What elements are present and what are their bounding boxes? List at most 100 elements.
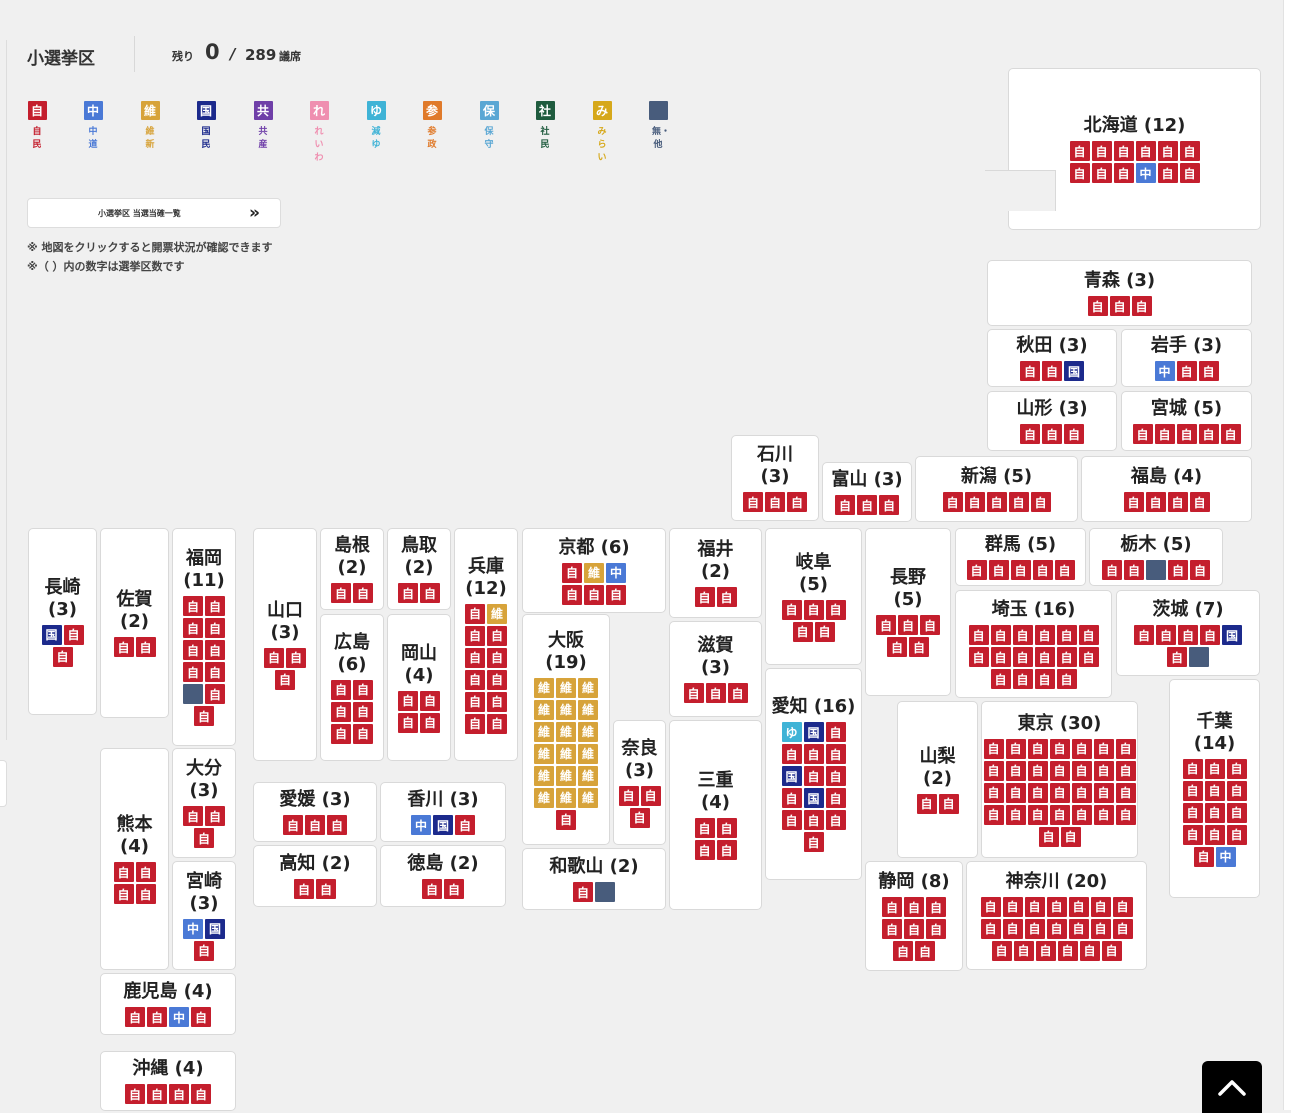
left-panel-tab[interactable] [0,760,7,807]
prefecture-miyagi[interactable]: 宮城 (5) 自自自自自 [1121,391,1252,451]
prefecture-hyogo[interactable]: 兵庫 (12) 自維自自自自自自自自自自 [454,528,518,761]
seat-badges: 自自自自 [1101,560,1211,580]
prefecture-ishikawa[interactable]: 石川 (3) 自自自 [731,435,819,521]
seat-badge-chudo: 中 [169,1007,189,1027]
prefecture-name: 沖縄 (4) [132,1058,204,1079]
seat-badge-jimin: 自 [1182,758,1203,779]
seat-badges: 自自 [293,879,337,899]
seat-badge-jimin: 自 [968,625,989,645]
scroll-top-button[interactable] [1202,1061,1262,1113]
prefecture-tokushima[interactable]: 徳島 (2) 自自 [380,845,506,907]
seat-badge-jimin: 自 [1093,760,1114,781]
prefecture-oita[interactable]: 大分 (3) 自自自 [172,748,236,858]
seat-badge-jimin: 自 [1193,846,1214,867]
prefecture-tochigi[interactable]: 栃木 (5) 自自自自 [1089,528,1223,586]
prefecture-name: 熊本 (4) [116,814,153,857]
prefecture-shiga[interactable]: 滋賀 (3) 自自自 [669,621,762,717]
prefecture-yamanashi[interactable]: 山梨 (2) 自自 [897,701,978,858]
seat-badge-jimin: 自 [983,804,1004,825]
seat-badge-jimin: 自 [465,625,485,646]
winners-list-button[interactable]: 小選挙区 当選当確一覧 » [27,198,281,228]
prefecture-aomori[interactable]: 青森 (3) 自自自 [987,260,1252,326]
prefecture-nagasaki[interactable]: 長崎 (3) 国自自 [28,528,97,715]
hokkaido-outline-notch [985,170,1056,211]
prefecture-kagawa[interactable]: 香川 (3) 中国自 [380,782,506,842]
prefecture-name: 愛知 (16) [771,696,856,717]
prefecture-kyoto[interactable]: 京都 (6) 自維中自自自 [522,528,666,613]
prefecture-kumamoto[interactable]: 熊本 (4) 自自自自 [100,748,169,970]
prefecture-fukushima[interactable]: 福島 (4) 自自自自 [1081,456,1252,522]
prefecture-miyazaki[interactable]: 宮崎 (3) 中国自 [172,861,236,970]
prefecture-toyama[interactable]: 富山 (3) 自自自 [822,462,912,522]
seat-badge-jimin: 自 [803,832,824,852]
seat-badge-jimin: 自 [125,1084,145,1104]
seat-badge-kokumin: 国 [803,788,824,808]
prefecture-nagano[interactable]: 長野 (5) 自自自自自 [865,528,951,696]
prefecture-saga[interactable]: 佐賀 (2) 自自 [100,528,169,718]
seat-badge-kokumin: 国 [1064,361,1084,381]
legend-label-kokumin: 国民 [201,127,211,150]
prefecture-gifu[interactable]: 岐阜 (5) 自自自自自 [765,528,862,665]
seat-badge-jimin: 自 [781,788,802,808]
prefecture-name: 徳島 (2) [407,853,479,874]
seat-badge-jimin: 自 [1176,361,1197,381]
seat-badge-jimin: 自 [1091,141,1112,161]
seat-badge-jimin: 自 [916,793,937,814]
prefecture-niigata[interactable]: 新潟 (5) 自自自自自 [915,456,1078,522]
prefecture-tottori[interactable]: 鳥取 (2) 自自 [387,528,451,610]
seat-badge-jimin: 自 [825,766,846,786]
prefecture-shimane[interactable]: 島根 (2) 自自 [320,528,384,610]
seat-badge-jimin: 自 [898,615,918,635]
seat-badges: 自維中自自自 [561,562,627,605]
seat-badge-jimin: 自 [705,683,726,703]
prefecture-saitama[interactable]: 埼玉 (16) 自自自自自自自自自自自自自自自自 [955,590,1112,698]
prefecture-name: 新潟 (5) [960,466,1033,487]
prefecture-akita[interactable]: 秋田 (3) 自自国 [987,329,1117,387]
prefecture-kochi[interactable]: 高知 (2) 自自 [253,845,377,907]
seat-badge-jimin: 自 [857,495,877,515]
scrollbar-track[interactable] [1283,0,1291,1110]
seat-badges: 自自自自 [124,1084,212,1104]
seat-badge-jimin: 自 [487,669,507,690]
prefecture-hiroshima[interactable]: 広島 (6) 自自自自自自 [320,614,384,761]
prefecture-iwate[interactable]: 岩手 (3) 中自自 [1121,329,1252,387]
seat-badge-jimin: 自 [765,492,785,512]
seat-badge-jimin: 自 [1071,760,1092,781]
prefecture-wakayama[interactable]: 和歌山 (2) 自 [522,848,666,910]
prefecture-aichi[interactable]: 愛知 (16) ゆ国自自自自国自自自国自自自自自 [765,668,862,880]
seat-badges: 中国自 [182,918,226,961]
prefecture-name: 静岡 (8) [878,871,950,892]
prefecture-shizuoka[interactable]: 静岡 (8) 自自自自自自自自 [865,861,963,971]
legend-item-genzei: ゆ減ゆ [366,101,386,152]
prefecture-tokyo[interactable]: 東京 (30) 自自自自自自自自自自自自自自自自自自自自自自自自自自自自自自 [981,701,1138,858]
seat-badge-mushozoku [1146,560,1166,580]
seat-badge-jimin: 自 [183,596,203,616]
prefecture-ehime[interactable]: 愛媛 (3) 自自自 [253,782,377,842]
prefecture-fukuoka[interactable]: 福岡 (11) 自自自自自自自自自自 [172,528,236,746]
seat-badge-jimin: 自 [716,587,737,607]
prefecture-osaka[interactable]: 大阪 (19) 維維維維維維維維維維維維維維維維維維自 [522,614,610,845]
prefecture-okinawa[interactable]: 沖縄 (4) 自自自自 [100,1051,236,1111]
prefecture-kanagawa[interactable]: 神奈川 (20) 自自自自自自自自自自自自自自自自自自自自 [966,861,1147,970]
prefecture-yamagata[interactable]: 山形 (3) 自自自 [987,391,1117,451]
seat-badge-mushozoku [1189,647,1209,667]
legend-label-mushozoku: 無・他 [652,127,671,150]
seat-badge-ishin: 維 [487,603,507,624]
prefecture-chiba[interactable]: 千葉 (14) 自自自自自自自自自自自自自中 [1169,679,1260,898]
prefecture-fukui[interactable]: 福井 (2) 自自 [669,528,762,618]
seat-badge-genzei: ゆ [781,722,802,742]
prefecture-okayama[interactable]: 岡山 (4) 自自自自 [387,614,451,761]
prefecture-gunma[interactable]: 群馬 (5) 自自自自自 [955,528,1086,586]
prefecture-mie[interactable]: 三重 (4) 自自自自 [669,720,762,910]
seat-badges: 自自自 [263,647,307,690]
seat-badges: 自自自自自自自自自自自自自中 [1182,758,1248,867]
prefecture-nara[interactable]: 奈良 (3) 自自自 [613,720,666,845]
prefecture-kagoshima[interactable]: 鹿児島 (4) 自自中自 [100,973,236,1035]
prefecture-yamaguchi[interactable]: 山口 (3) 自自自 [253,528,317,761]
seat-badges: 維維維維維維維維維維維維維維維維維維自 [533,677,599,830]
prefecture-ibaraki[interactable]: 茨城 (7) 自自自自国自 [1116,590,1260,676]
winners-list-label: 小選挙区 当選当確一覧 [98,208,181,218]
seat-badge-kokumin: 国 [205,918,225,939]
seat-badge-jimin: 自 [125,1007,145,1027]
seat-badge-jimin: 自 [147,1007,167,1027]
